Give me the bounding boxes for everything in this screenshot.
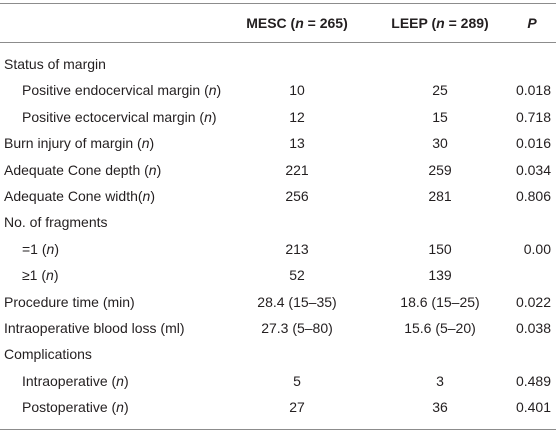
text-run: ≥1 ( [22,267,47,284]
text-run: ) [150,188,156,204]
row-label: Adequate Cone width(n) [4,187,155,205]
row-label: ≥1 (n) [22,266,59,284]
text-run: ) [156,161,162,178]
text-run: ) [54,240,59,257]
top-rule [0,3,556,4]
text-run: ) [123,372,129,389]
cell-value: 13 [289,135,305,152]
cell-value: 213 [285,240,309,257]
cell-value: 5 [293,372,301,389]
text-run: Positive endocervical margin ( [22,82,209,99]
cell-value: 281 [428,188,452,204]
text-run: Procedure time (min) [4,293,135,310]
text-run: ) [211,108,217,125]
bottom-rule [0,429,556,430]
text-run: =1 ( [22,240,47,257]
row-label: Complications [4,345,92,363]
cell-value: 28.4 (15–35) [257,293,337,310]
cell-value: 27 [289,399,305,416]
row-label: Burn injury of margin (n) [4,134,154,152]
cell-value: 30 [432,135,448,152]
text-run: = 289) [444,15,489,31]
cell-value: 36 [432,399,448,416]
text-run: n [204,108,212,125]
cell-value: 0.718 [515,108,551,125]
cell-value: 150 [428,240,452,257]
text-run: n [46,240,55,257]
row-label: =1 (n) [22,240,59,258]
row-label: Intraoperative blood loss (ml) [4,319,185,337]
row-label: Postoperative (n) [22,398,129,416]
cell-value: 0.038 [515,320,551,336]
row-label: Status of margin [4,55,106,73]
cell-value: 18.6 (15–25) [400,293,480,310]
text-run: Adequate Cone depth ( [4,161,149,178]
text-run: ) [53,267,59,284]
text-run: n [436,15,445,31]
column-header: MESC (n = 265) [237,14,357,32]
cell-value: 15 [432,108,448,125]
cell-value: 0.034 [515,161,551,178]
cell-value: 139 [428,267,452,284]
text-run: No. of fragments [4,214,108,231]
row-label: Positive endocervical margin (n) [22,81,221,99]
text-run: Adequate Cone width( [4,188,143,204]
row-label: Adequate Cone depth (n) [4,161,161,179]
column-header: LEEP (n = 289) [378,14,502,32]
text-run: n [208,82,217,99]
text-run: n [295,15,304,31]
header-rule [0,42,556,43]
cell-value: 259 [428,161,452,178]
text-run: n [116,372,124,389]
text-run: Burn injury of margin ( [4,135,142,152]
cell-value: 10 [289,82,305,99]
text-run: Intraoperative ( [22,372,117,389]
cell-value: 0.018 [515,82,551,99]
row-label: Procedure time (min) [4,293,135,311]
text-run: Intraoperative blood loss (ml) [4,320,185,336]
cell-value: 27.3 (5–80) [261,320,333,336]
row-label: No. of fragments [4,213,108,231]
cell-value: 12 [289,108,305,125]
text-run: ) [216,82,222,99]
text-run: n [141,135,150,152]
cell-value: 0.401 [515,399,551,416]
text-run: n [46,267,54,284]
text-run: n [142,188,151,204]
cell-value: 0.016 [515,135,551,152]
text-run: n [148,161,157,178]
cell-value: 256 [285,188,309,204]
text-run: Status of margin [4,56,106,72]
text-run: ) [123,399,129,416]
cell-value: 0.806 [515,188,551,204]
cell-value: 0.00 [523,240,551,257]
text-run: ) [149,135,155,152]
text-run: MESC ( [246,15,296,31]
text-run: P [527,15,537,31]
cell-value: 52 [289,267,305,284]
cell-value: 0.489 [515,372,551,389]
cell-value: 15.6 (5–20) [404,320,476,336]
text-run: n [116,399,124,416]
cell-value: 0.022 [515,293,551,310]
text-run: Positive ectocervical margin ( [22,108,205,125]
text-run: LEEP ( [391,15,437,31]
row-label: Positive ectocervical margin (n) [22,108,217,126]
cell-value: 25 [432,82,448,99]
text-run: Postoperative ( [22,399,117,416]
text-run: = 265) [303,15,348,31]
text-run: Complications [4,346,92,363]
row-label: Intraoperative (n) [22,372,129,390]
cell-value: 221 [285,161,309,178]
cell-value: 3 [436,372,444,389]
column-header: P [510,14,554,32]
